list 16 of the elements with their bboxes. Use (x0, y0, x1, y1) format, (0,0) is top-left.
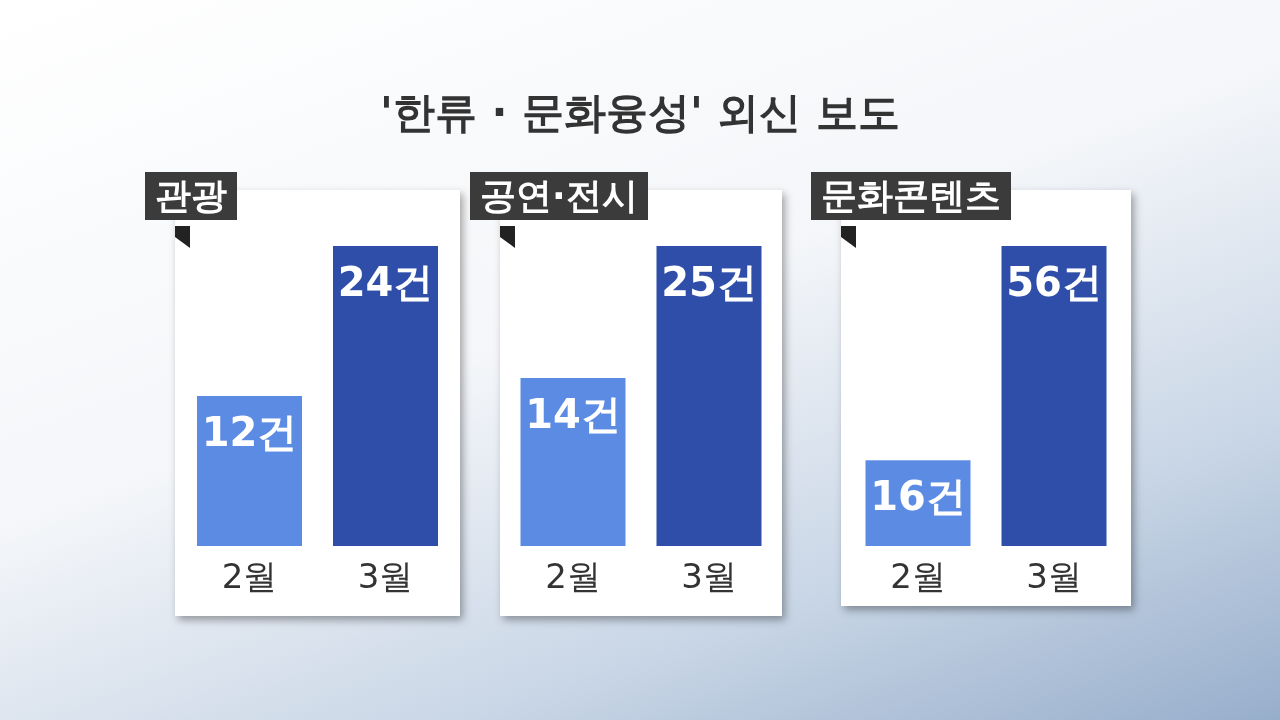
x-tick-label: 3월 (1026, 556, 1082, 596)
data-label: 14건 (525, 391, 621, 437)
x-tick-label: 2월 (890, 556, 946, 596)
data-label: 12건 (201, 409, 298, 455)
data-label: 56건 (1006, 259, 1102, 305)
data-label: 25건 (661, 259, 757, 305)
text: '한류 · 문화융성' 외신 보도 (378, 87, 902, 139)
chart-title: 관광 (145, 172, 237, 220)
x-tick-label: 3월 (357, 556, 414, 596)
x-tick-label: 3월 (681, 556, 737, 596)
chart-title: 공연·전시 (470, 172, 648, 220)
x-tick-label: 2월 (221, 556, 278, 596)
chart-title: 문화콘텐츠 (811, 172, 1011, 220)
data-label: 16건 (870, 473, 966, 520)
data-label: 24건 (337, 259, 434, 305)
x-tick-label: 2월 (545, 556, 601, 596)
